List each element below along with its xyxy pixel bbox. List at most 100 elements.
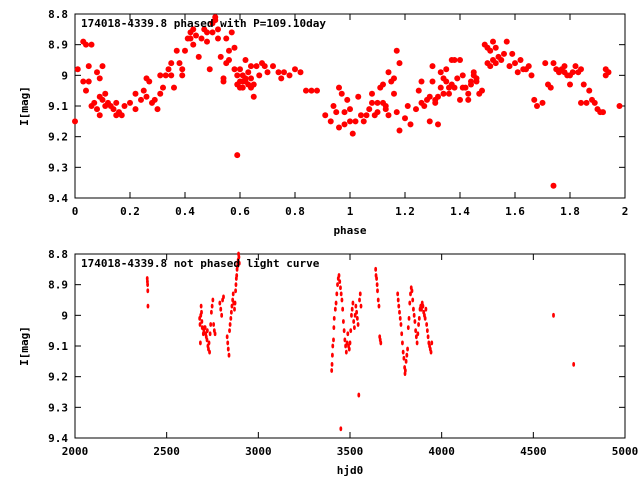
data-point bbox=[348, 347, 351, 352]
data-point bbox=[573, 63, 579, 69]
data-point bbox=[335, 301, 338, 306]
x-tick-label: 0.2 bbox=[120, 205, 140, 218]
data-point bbox=[188, 36, 194, 42]
x-tick-label: 0.8 bbox=[285, 205, 305, 218]
data-point bbox=[340, 291, 343, 296]
x-tick-label: 5000 bbox=[612, 445, 639, 458]
x-tick-label: 0.4 bbox=[175, 205, 195, 218]
data-point bbox=[357, 322, 360, 327]
data-point bbox=[147, 304, 150, 309]
data-point bbox=[97, 112, 103, 118]
data-point bbox=[526, 63, 532, 69]
data-point bbox=[548, 85, 554, 91]
data-point bbox=[515, 69, 521, 75]
data-point bbox=[430, 341, 433, 346]
data-point bbox=[278, 75, 284, 81]
y-tick-label: 9.4 bbox=[48, 192, 68, 205]
data-point bbox=[353, 118, 359, 124]
data-point bbox=[606, 69, 612, 75]
data-point bbox=[350, 313, 353, 318]
data-point bbox=[83, 88, 89, 94]
data-point bbox=[251, 94, 257, 100]
data-point bbox=[364, 112, 370, 118]
data-point bbox=[369, 91, 375, 97]
data-point bbox=[228, 353, 231, 358]
data-point bbox=[479, 88, 485, 94]
data-point bbox=[314, 88, 320, 94]
data-point bbox=[332, 337, 335, 342]
data-point bbox=[339, 91, 345, 97]
x-tick-label: 1 bbox=[347, 205, 354, 218]
data-point bbox=[171, 85, 177, 91]
data-point bbox=[254, 63, 260, 69]
data-point bbox=[342, 121, 348, 127]
data-point bbox=[248, 63, 254, 69]
data-point bbox=[452, 85, 458, 91]
data-point bbox=[226, 48, 232, 54]
data-point bbox=[425, 322, 428, 327]
data-point bbox=[196, 54, 202, 60]
data-point bbox=[402, 350, 405, 355]
data-point bbox=[408, 301, 411, 306]
data-point bbox=[396, 291, 399, 296]
data-point bbox=[190, 42, 196, 48]
data-point bbox=[438, 85, 444, 91]
x-tick-label: 3500 bbox=[337, 445, 364, 458]
x-tick-label: 1.6 bbox=[505, 205, 525, 218]
unphased-y-ticks: 8.8 8.9 9 9.1 9.2 9.3 9.4 bbox=[48, 248, 625, 445]
data-point bbox=[416, 88, 422, 94]
data-point bbox=[233, 307, 236, 312]
data-point bbox=[333, 109, 339, 115]
data-point bbox=[490, 39, 496, 45]
data-point bbox=[200, 319, 203, 324]
x-tick-label: 3000 bbox=[245, 445, 272, 458]
data-point bbox=[534, 103, 540, 109]
data-point bbox=[379, 341, 382, 346]
data-point bbox=[281, 69, 287, 75]
data-point bbox=[270, 63, 276, 69]
data-point bbox=[342, 109, 348, 115]
data-point bbox=[347, 118, 353, 124]
data-point bbox=[303, 88, 309, 94]
unphased-chart-title: 174018-4339.8 not phased light curve bbox=[81, 257, 320, 270]
data-point bbox=[155, 106, 161, 112]
data-point bbox=[215, 36, 221, 42]
data-point bbox=[335, 291, 338, 296]
data-point bbox=[386, 112, 392, 118]
y-tick-label: 9.1 bbox=[48, 100, 68, 113]
data-point bbox=[414, 319, 417, 324]
unphased-data-points bbox=[146, 252, 575, 432]
data-point bbox=[119, 112, 125, 118]
data-point bbox=[542, 60, 548, 66]
data-point bbox=[222, 295, 225, 300]
x-tick-label: 0.6 bbox=[230, 205, 250, 218]
data-point bbox=[345, 350, 348, 355]
data-point bbox=[234, 288, 237, 293]
data-point bbox=[226, 57, 232, 63]
data-point bbox=[405, 359, 408, 364]
data-point bbox=[146, 78, 152, 84]
phased-plot-frame bbox=[75, 14, 625, 198]
data-point bbox=[375, 100, 381, 106]
data-point bbox=[531, 97, 537, 103]
phased-chart-title: 174018-4339.8 phased with P=109.10day bbox=[81, 17, 326, 30]
data-point bbox=[91, 100, 97, 106]
data-point bbox=[617, 103, 623, 109]
data-point bbox=[298, 69, 304, 75]
data-point bbox=[424, 316, 427, 321]
data-point bbox=[200, 304, 203, 309]
data-point bbox=[403, 356, 406, 361]
data-point bbox=[232, 66, 238, 72]
data-point bbox=[265, 69, 271, 75]
data-point bbox=[227, 347, 230, 352]
data-point bbox=[460, 72, 466, 78]
data-point bbox=[397, 128, 403, 134]
data-point bbox=[211, 304, 214, 309]
data-point bbox=[232, 291, 235, 296]
data-point bbox=[240, 85, 246, 91]
data-point bbox=[578, 66, 584, 72]
data-point bbox=[234, 72, 240, 78]
data-point bbox=[331, 353, 334, 358]
data-point bbox=[331, 344, 334, 349]
data-point bbox=[351, 307, 354, 312]
